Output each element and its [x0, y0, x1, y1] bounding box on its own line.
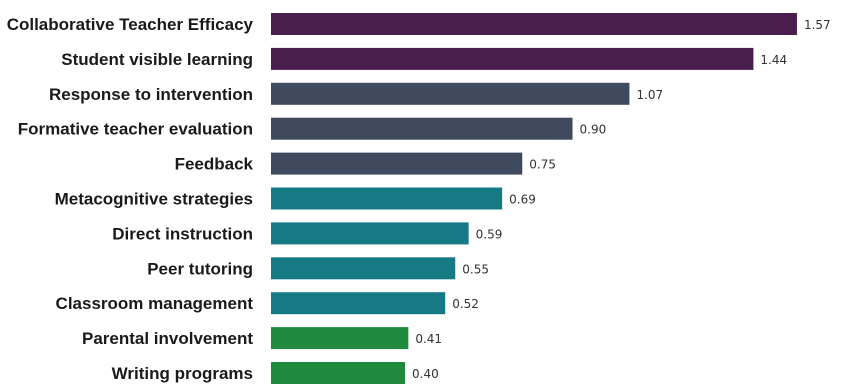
value-label-response-to-intervention: 1.07: [636, 88, 663, 102]
bar-formative-teacher-evaluation: [271, 117, 573, 140]
bar-direct-instruction: [271, 222, 469, 245]
category-label-formative-teacher-evaluation: Formative teacher evaluation: [18, 120, 253, 139]
bar-metacognitive-strategies: [271, 187, 503, 210]
value-label-peer-tutoring: 0.55: [462, 262, 489, 276]
value-label-writing-programs: 0.40: [412, 367, 439, 381]
value-label-feedback: 0.75: [529, 158, 556, 172]
value-label-student-visible-learning: 1.44: [760, 53, 787, 67]
value-labels: 1.57 1.44 1.07 0.90 0.75 0.69 0.59 0.55 0.52 0.41…: [412, 18, 831, 381]
category-label-classroom-management: Classroom management: [56, 294, 254, 313]
category-label-metacognitive-strategies: Metacognitive strategies: [55, 190, 253, 209]
category-label-collaborative-teacher-efficacy: Collaborative Teacher Efficacy: [7, 15, 254, 34]
bar-collaborative-teacher-efficacy: [271, 13, 797, 35]
bar-student-visible-learning: [271, 47, 754, 70]
category-label-peer-tutoring: Peer tutoring: [147, 259, 253, 278]
bar-peer-tutoring: [271, 257, 456, 280]
category-label-student-visible-learning: Student visible learning: [61, 50, 253, 69]
category-label-parental-involvement: Parental involvement: [82, 329, 253, 348]
value-label-metacognitive-strategies: 0.69: [509, 193, 536, 207]
bar-response-to-intervention: [271, 82, 630, 105]
bar-classroom-management: [271, 292, 446, 315]
bar-parental-involvement: [271, 327, 409, 350]
bar-writing-programs: [271, 362, 405, 384]
category-label-response-to-intervention: Response to intervention: [49, 85, 253, 104]
category-label-writing-programs: Writing programs: [112, 364, 253, 383]
category-label-direct-instruction: Direct instruction: [112, 224, 253, 243]
bars-layer: [271, 13, 797, 384]
bar-feedback: [271, 152, 523, 175]
value-label-direct-instruction: 0.59: [476, 227, 503, 241]
value-label-classroom-management: 0.52: [452, 297, 479, 311]
category-label-feedback: Feedback: [175, 155, 254, 174]
value-label-formative-teacher-evaluation: 0.90: [580, 123, 607, 137]
value-label-parental-involvement: 0.41: [415, 332, 442, 346]
category-labels: Collaborative Teacher Efficacy Student vi…: [7, 15, 254, 383]
value-label-collaborative-teacher-efficacy: 1.57: [804, 18, 831, 32]
